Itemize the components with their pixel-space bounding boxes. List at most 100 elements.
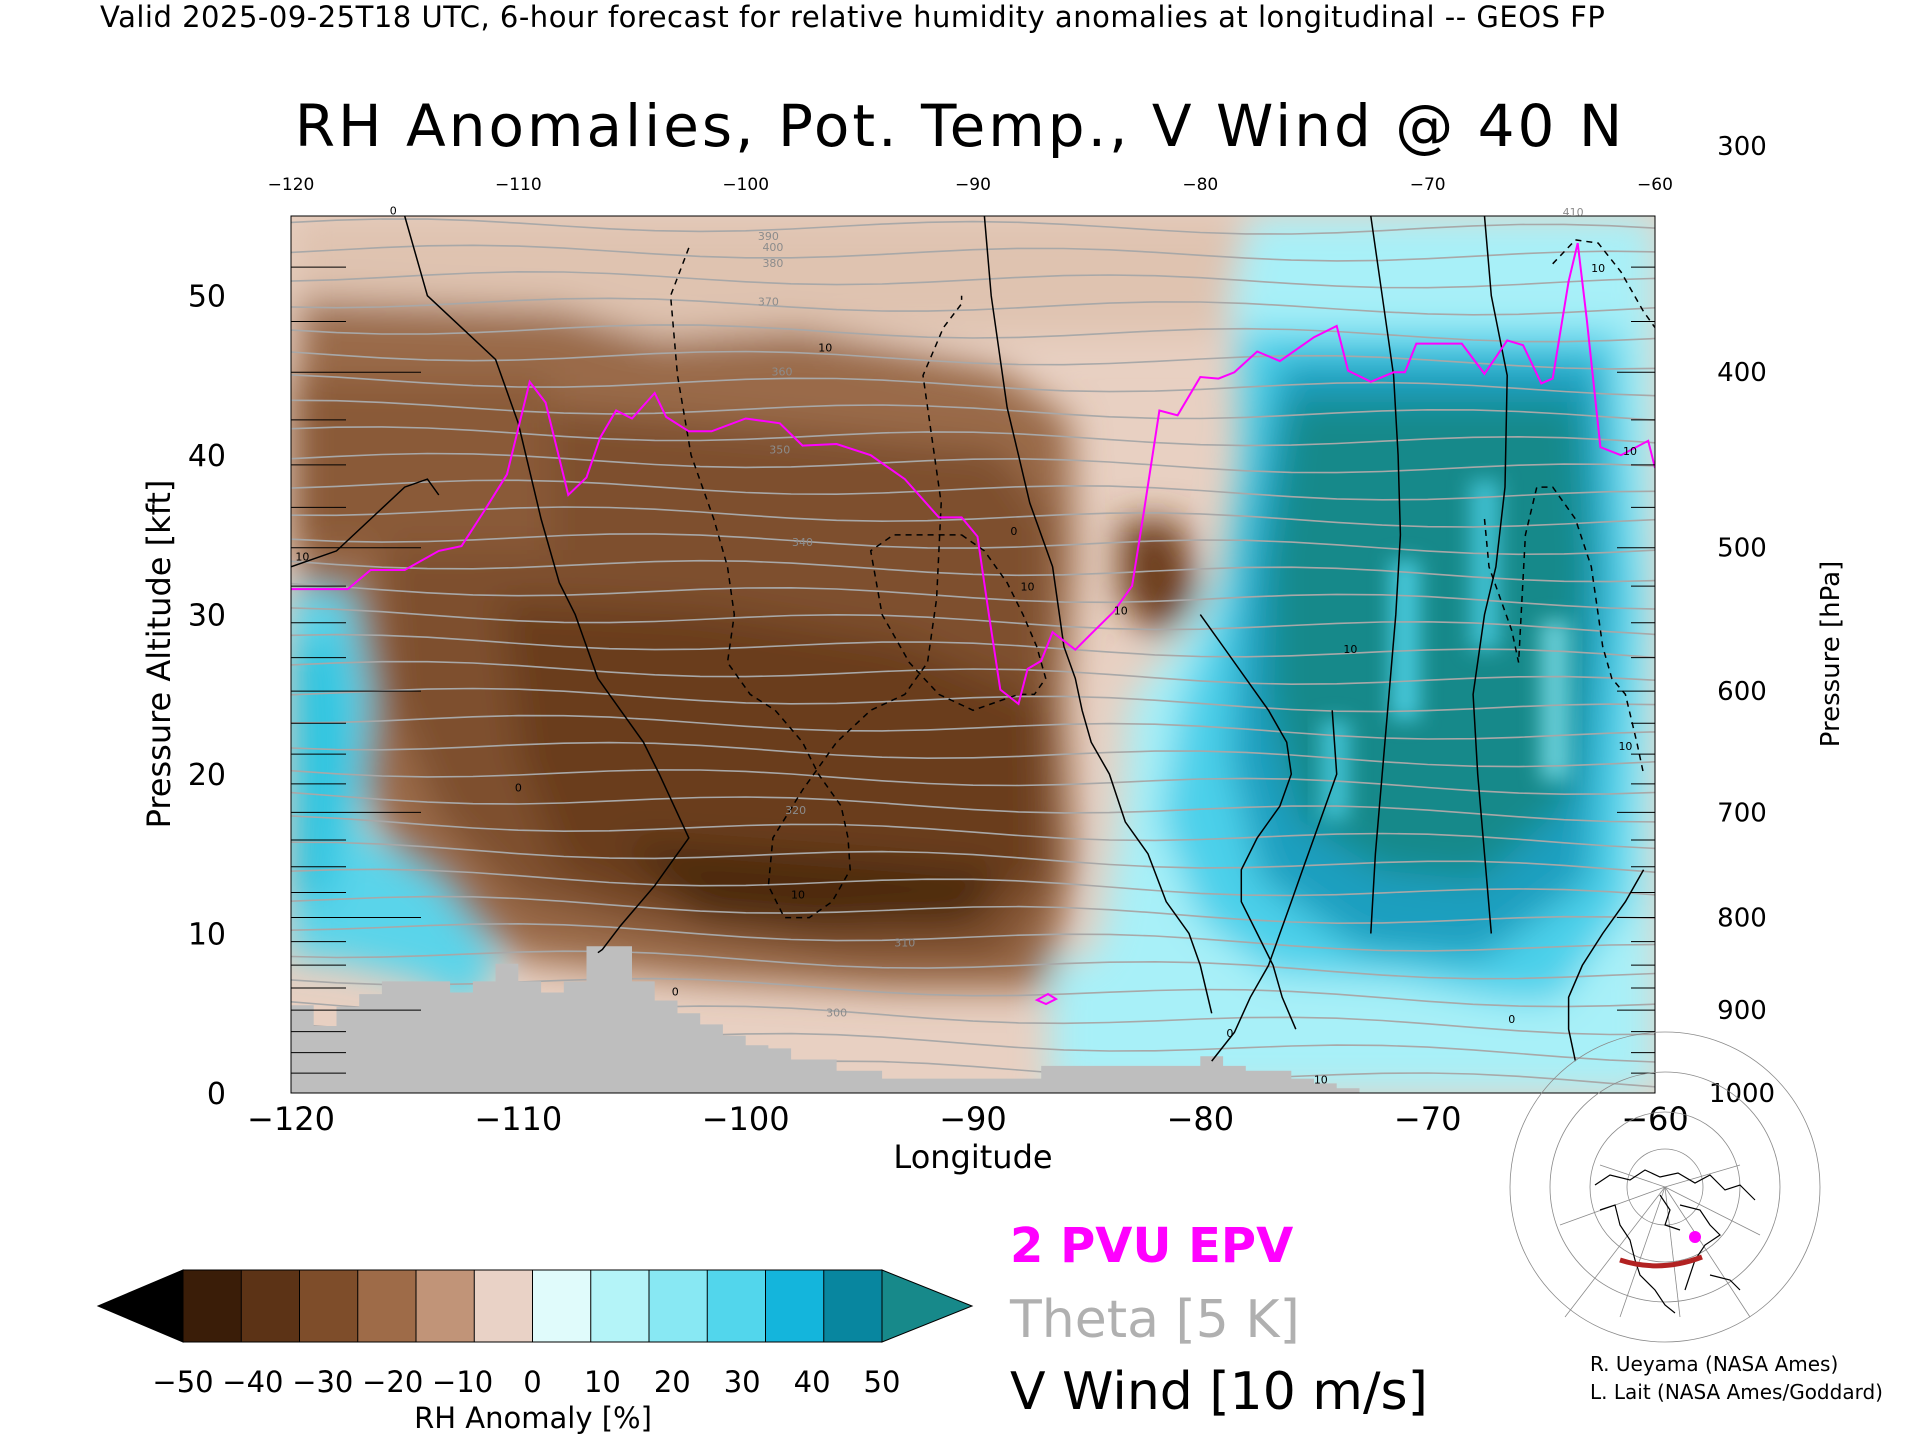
- colorbar-tick-label: 10: [584, 1365, 621, 1399]
- x-tick-label-top: −90: [955, 175, 991, 195]
- x-tick-label-top: −80: [1182, 175, 1218, 195]
- header-valid-time: Valid 2025-09-25T18 UTC, 6-hour forecast…: [100, 0, 1606, 34]
- vwind-contour-label: 10: [1343, 643, 1357, 656]
- theta-contour-label: 340: [792, 536, 813, 549]
- vwind-contour: [669, 247, 963, 919]
- vwind-contour-label: 0: [1226, 1027, 1233, 1040]
- credit-line-1: R. Ueyama (NASA Ames): [1590, 1352, 1839, 1376]
- theta-contour: [291, 841, 1655, 873]
- theta-contour-label: 410: [1563, 206, 1584, 219]
- theta-contour: [291, 533, 1655, 556]
- theta-contour: [291, 506, 1655, 528]
- y-tick-label: 40: [188, 439, 226, 474]
- colorbar-segment: [765, 1270, 824, 1342]
- theta-contour-label: 320: [785, 804, 806, 817]
- x-tick-label: −60: [1621, 1100, 1689, 1138]
- pressure-tick-label: 500: [1717, 534, 1767, 564]
- theta-contour: [291, 714, 1655, 740]
- plot-frame: [290, 215, 1656, 1094]
- x-tick-label: −70: [1394, 1100, 1462, 1138]
- y-axis-label-left: Pressure Altitude [kft]: [140, 480, 178, 829]
- theta-contour: [291, 399, 1655, 421]
- vwind-contour: [1552, 239, 1655, 329]
- pressure-tick-label: 600: [1717, 677, 1767, 707]
- legend-epv: 2 PVU EPV: [1010, 1218, 1294, 1274]
- theta-contour: [291, 244, 1655, 262]
- vwind-contours: [291, 216, 1655, 1062]
- x-tick-label-top: −120: [268, 175, 315, 195]
- colorbar-under-arrow: [96, 1269, 184, 1343]
- vwind-contour: [983, 216, 1213, 1014]
- vwind-contour-label: 10: [1314, 1073, 1328, 1086]
- colorbar-tick-label: −10: [432, 1365, 493, 1399]
- theta-contour-label: 300: [826, 1006, 847, 1019]
- colorbar-over-arrow: [881, 1269, 974, 1343]
- colorbar-segment: [183, 1270, 242, 1342]
- theta-contour: [291, 791, 1655, 823]
- theta-contour-label: 350: [769, 444, 790, 457]
- theta-contour: [291, 895, 1655, 925]
- theta-contour: [291, 324, 1655, 343]
- y-tick-label: 20: [188, 758, 226, 793]
- colorbar-tick-label: −40: [222, 1365, 283, 1399]
- vwind-contour-label: 10: [791, 888, 805, 901]
- colorbar-tick-label: −20: [362, 1365, 423, 1399]
- colorbar-tick-label: 0: [523, 1365, 541, 1399]
- theta-contour: [291, 582, 1655, 610]
- x-tick-label: −110: [474, 1100, 562, 1138]
- theta-contours: [291, 218, 1655, 1088]
- pressure-tick-label: 1000: [1709, 1079, 1775, 1109]
- x-tick-label: −80: [1167, 1100, 1235, 1138]
- x-tick-label-top: −110: [495, 175, 542, 195]
- colorbar-tick-label: 20: [654, 1365, 691, 1399]
- theta-contour: [291, 297, 1655, 316]
- pressure-tick-label: 800: [1717, 903, 1767, 933]
- vwind-contour: [291, 478, 440, 568]
- theta-contour: [291, 218, 1655, 235]
- location-marker: [1689, 1231, 1701, 1243]
- colorbar-segment: [357, 1270, 416, 1342]
- theta-contour-label: 400: [762, 241, 783, 254]
- colorbar-tick-label: −30: [292, 1365, 353, 1399]
- vwind-contour-label: 10: [818, 342, 832, 355]
- colorbar-segment: [707, 1270, 766, 1342]
- theta-contour: [291, 922, 1655, 952]
- theta-contour: [291, 769, 1655, 796]
- y-tick-label: 0: [207, 1077, 226, 1112]
- colorbar-tick-label: 30: [724, 1365, 761, 1399]
- vwind-contour-label: 0: [672, 986, 679, 999]
- vwind-contour: [1211, 710, 1338, 1062]
- x-tick-label: −100: [702, 1100, 790, 1138]
- theta-contour: [291, 741, 1655, 768]
- pressure-tick-label: 300: [1717, 132, 1767, 162]
- y-axis-label-right: Pressure [hPa]: [1816, 561, 1846, 748]
- left-pressure-ticks: [291, 266, 1655, 1094]
- pressure-tick-label: 400: [1717, 358, 1767, 388]
- vwind-contour: [1567, 869, 1645, 1062]
- map-inset: [1509, 1031, 1821, 1343]
- theta-contour: [291, 350, 1655, 370]
- topography-mask: [291, 946, 1655, 1093]
- colorbar-tick-label: 50: [864, 1365, 901, 1399]
- vwind-contour: [869, 534, 1047, 712]
- vwind-contour-label: 10: [1591, 262, 1605, 275]
- colorbar-tick-label: −50: [152, 1365, 213, 1399]
- vwind-contour-label: 10: [295, 550, 309, 563]
- y-tick-label: 50: [188, 280, 226, 315]
- colorbar-segment: [532, 1270, 591, 1342]
- credit-line-2: L. Lait (NASA Ames/Goddard): [1590, 1380, 1883, 1404]
- theta-contour: [291, 950, 1655, 980]
- rh-anomaly-field: [291, 216, 1655, 1093]
- axes-text: −120 −120 −110 −110 −100 −100 −90 −90 −80 −80 −70 −…: [188, 132, 1775, 1138]
- pressure-tick-label: 700: [1717, 798, 1767, 828]
- theta-contour-label: 380: [762, 257, 783, 270]
- x-tick-label-top: −60: [1637, 175, 1673, 195]
- x-tick-label: −90: [939, 1100, 1007, 1138]
- y-tick-label: 30: [188, 599, 226, 634]
- colorbar-frame: [182, 1269, 883, 1343]
- colorbar-segment: [299, 1270, 358, 1342]
- theta-contour: [291, 559, 1655, 583]
- y-tick-label: 10: [188, 918, 226, 953]
- theta-contour: [291, 815, 1655, 850]
